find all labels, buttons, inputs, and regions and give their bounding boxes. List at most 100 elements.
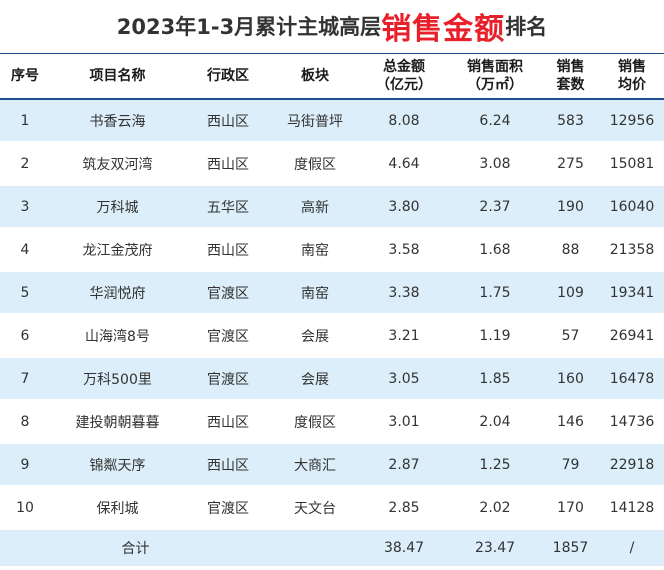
area-cell: 1.75 <box>479 284 511 301</box>
header-sales-units: 销售 套数 <box>556 59 585 93</box>
project-name-cell: 建投朝朝暮暮 <box>75 414 160 431</box>
table-row: 2 筑友双河湾 西山区 度假区 4.64 3.08 275 15081 <box>0 143 664 186</box>
table-row: 7 万科500里 官渡区 会展 3.05 1.85 160 16478 <box>0 358 664 401</box>
district-cell: 官渡区 <box>207 371 249 388</box>
sector-cell: 天文台 <box>294 500 336 517</box>
total-area: 23.47 <box>474 540 516 556</box>
area-cell: 3.08 <box>479 155 511 172</box>
project-name-cell: 书香云海 <box>89 113 146 130</box>
rank-cell: 6 <box>20 327 30 344</box>
table-row: 3 万科城 五华区 高新 3.80 2.37 190 16040 <box>0 186 664 229</box>
sector-cell: 会展 <box>301 328 329 345</box>
title-highlight: 销售金额 <box>381 12 506 47</box>
rank-cell: 7 <box>20 370 30 387</box>
total-units: 1857 <box>552 540 589 556</box>
header-sales-area: 销售面积 （万㎡） <box>467 59 523 93</box>
units-cell: 57 <box>561 327 580 344</box>
title-prefix: 2023年1-3月累计主城高层 <box>116 15 382 39</box>
rank-cell: 5 <box>20 284 30 301</box>
rank-cell: 9 <box>20 456 30 473</box>
price-cell: 19341 <box>609 284 655 301</box>
sector-cell: 南窑 <box>301 285 329 302</box>
total-price: / <box>629 540 635 556</box>
units-cell: 583 <box>557 112 584 129</box>
ranking-table: 序号 项目名称 行政区 板块 总金额 （亿元） 销售面积 （万㎡） 销售 套数 … <box>0 53 664 566</box>
amount-cell: 3.80 <box>388 198 420 215</box>
area-cell: 1.68 <box>479 241 511 258</box>
units-cell: 275 <box>557 155 584 172</box>
area-cell: 1.19 <box>479 327 511 344</box>
project-name-cell: 保利城 <box>96 500 139 517</box>
amount-cell: 2.87 <box>388 456 420 473</box>
table-row: 1 书香云海 西山区 马街普坪 8.08 6.24 583 12956 <box>0 100 664 143</box>
table-body: 1 书香云海 西山区 马街普坪 8.08 6.24 583 12956 2 筑友双河湾 西山区 度假区… <box>0 100 664 530</box>
price-cell: 14128 <box>609 499 655 516</box>
area-cell: 1.25 <box>479 456 511 473</box>
sector-cell: 大商汇 <box>294 457 336 474</box>
table-row: 10 保利城 官渡区 天文台 2.85 2.02 170 14128 <box>0 487 664 530</box>
header-district: 行政区 <box>207 68 249 84</box>
amount-cell: 8.08 <box>388 112 420 129</box>
title-suffix: 排名 <box>505 15 548 39</box>
units-cell: 146 <box>557 413 584 430</box>
rank-cell: 1 <box>20 112 30 129</box>
table-row: 9 锦粼天序 西山区 大商汇 2.87 1.25 79 22918 <box>0 444 664 487</box>
page-title: 2023年1-3月累计主城高层销售金额排名 <box>0 4 664 50</box>
price-cell: 22918 <box>609 456 655 473</box>
rank-cell: 8 <box>20 413 30 430</box>
area-cell: 6.24 <box>479 112 511 129</box>
header-total-amount: 总金额 （亿元） <box>376 59 432 93</box>
sector-cell: 度假区 <box>294 156 336 173</box>
district-cell: 西山区 <box>207 414 249 431</box>
header-rank: 序号 <box>11 68 39 84</box>
price-cell: 14736 <box>609 413 655 430</box>
rank-cell: 2 <box>20 155 30 172</box>
project-name-cell: 华润悦府 <box>89 285 146 302</box>
price-cell: 15081 <box>609 155 655 172</box>
area-cell: 2.04 <box>479 413 511 430</box>
district-cell: 官渡区 <box>207 285 249 302</box>
table-row: 8 建投朝朝暮暮 西山区 度假区 3.01 2.04 146 14736 <box>0 401 664 444</box>
price-cell: 21358 <box>609 241 655 258</box>
price-cell: 16040 <box>609 198 655 215</box>
header-project-name: 项目名称 <box>89 68 146 84</box>
total-label: 合计 <box>121 541 150 557</box>
project-name-cell: 龙江金茂府 <box>82 242 153 259</box>
area-cell: 1.85 <box>479 370 511 387</box>
total-row: 合计 38.47 23.47 1857 / <box>0 530 664 566</box>
amount-cell: 3.58 <box>388 241 420 258</box>
amount-cell: 4.64 <box>388 155 420 172</box>
area-cell: 2.02 <box>479 499 511 516</box>
table-row: 5 华润悦府 官渡区 南窑 3.38 1.75 109 19341 <box>0 272 664 315</box>
sector-cell: 马街普坪 <box>287 113 343 130</box>
units-cell: 79 <box>561 456 580 473</box>
header-sector: 板块 <box>301 68 329 84</box>
total-spacer <box>271 530 359 566</box>
table-row: 6 山海湾8号 官渡区 会展 3.21 1.19 57 26941 <box>0 315 664 358</box>
rank-cell: 3 <box>20 198 30 215</box>
district-cell: 官渡区 <box>207 500 249 517</box>
project-name-cell: 山海湾8号 <box>85 328 150 345</box>
units-cell: 190 <box>557 198 584 215</box>
district-cell: 五华区 <box>207 199 249 216</box>
district-cell: 西山区 <box>207 113 249 130</box>
amount-cell: 3.01 <box>388 413 420 430</box>
total-amount: 38.47 <box>383 540 425 556</box>
project-name-cell: 万科500里 <box>83 371 152 388</box>
units-cell: 160 <box>557 370 584 387</box>
district-cell: 西山区 <box>207 156 249 173</box>
price-cell: 16478 <box>609 370 655 387</box>
sector-cell: 会展 <box>301 371 329 388</box>
project-name-cell: 万科城 <box>96 199 139 216</box>
amount-cell: 3.05 <box>388 370 420 387</box>
amount-cell: 3.38 <box>388 284 420 301</box>
table-row: 4 龙江金茂府 西山区 南窑 3.58 1.68 88 21358 <box>0 229 664 272</box>
district-cell: 官渡区 <box>207 328 249 345</box>
rank-cell: 4 <box>20 241 30 258</box>
project-name-cell: 锦粼天序 <box>89 457 146 474</box>
area-cell: 2.37 <box>479 198 511 215</box>
price-cell: 26941 <box>609 327 655 344</box>
project-name-cell: 筑友双河湾 <box>82 156 153 173</box>
rank-cell: 10 <box>16 499 34 516</box>
